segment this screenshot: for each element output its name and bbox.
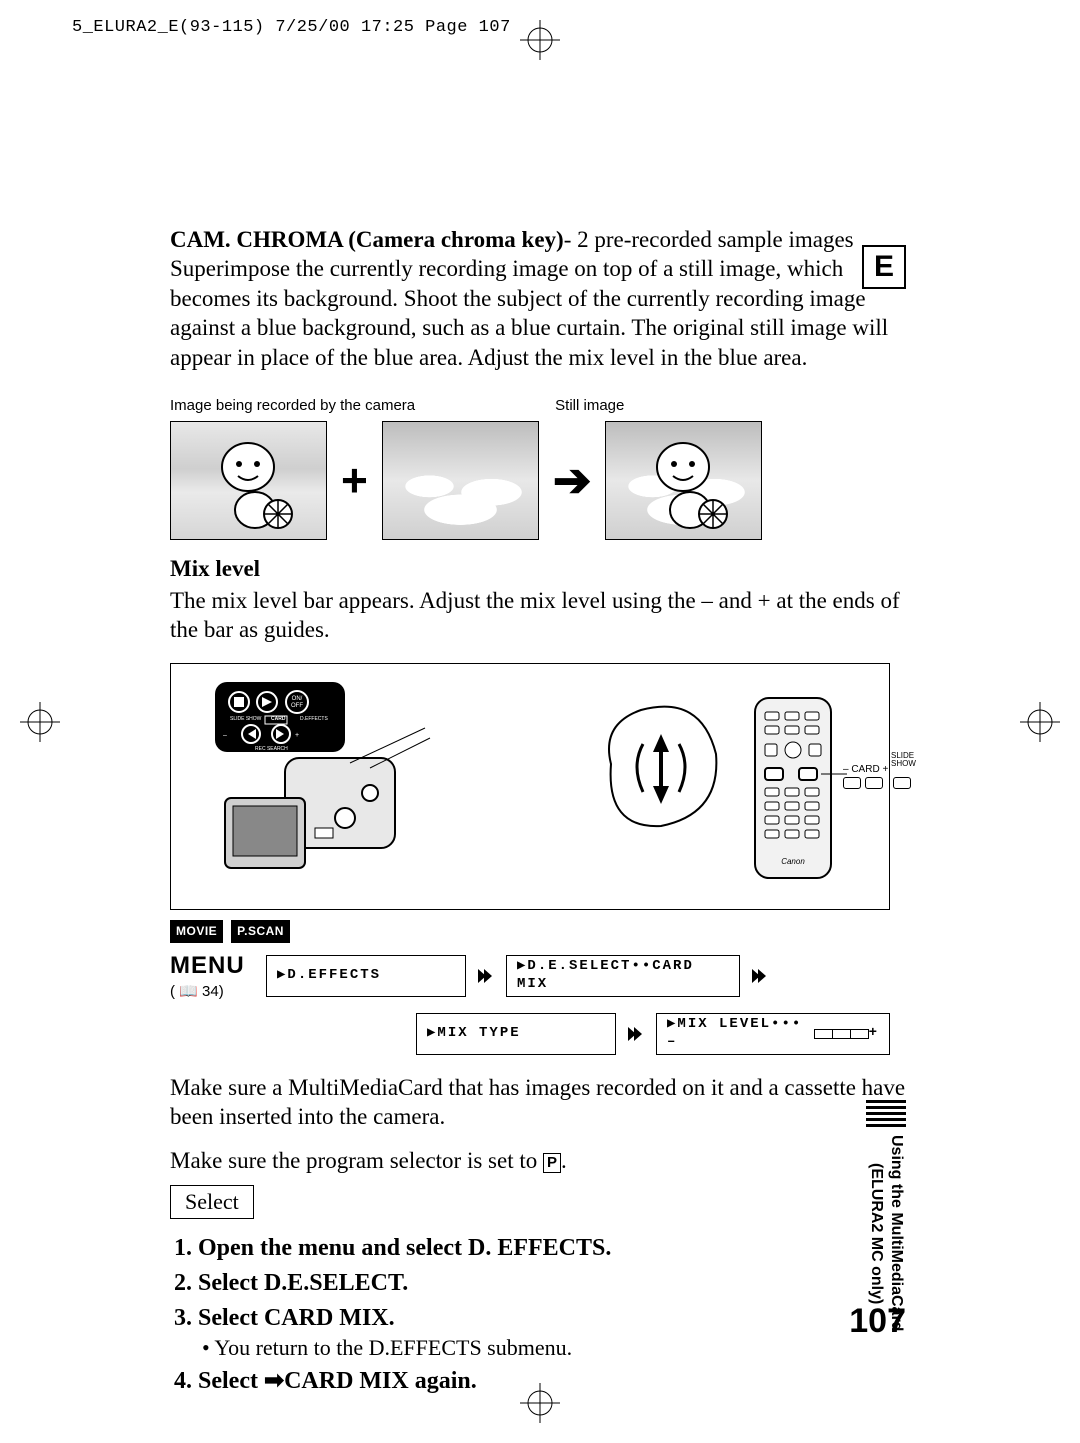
crop-mark-right bbox=[1020, 702, 1060, 742]
svg-text:+: + bbox=[295, 732, 299, 739]
page-ref: ( 📖 34) bbox=[170, 982, 256, 1001]
image-combination-row: + ➔ bbox=[170, 421, 916, 540]
menu-row-2: ▶MIX TYPE ▶MIX LEVEL••• – + bbox=[416, 1013, 916, 1055]
body-p1: Make sure a MultiMediaCard that has imag… bbox=[170, 1073, 916, 1132]
baby-icon bbox=[628, 432, 738, 532]
step-3-text: Select CARD MIX. bbox=[198, 1305, 395, 1331]
label-recorded: Image being recorded by the camera bbox=[170, 396, 415, 415]
body-p2-post: . bbox=[561, 1148, 567, 1173]
svg-text:OFF: OFF bbox=[291, 703, 303, 709]
camcorder-illustration: ON/ OFF SLIDE SHOW CARD D.EFFECTS – + RE… bbox=[195, 678, 455, 905]
side-tab-lines bbox=[866, 1100, 906, 1127]
mixlevel-heading: Mix level bbox=[170, 554, 916, 583]
intro-paragraph: CAM. CHROMA (Camera chroma key)- 2 pre-r… bbox=[170, 225, 916, 372]
double-arrow-icon bbox=[626, 1024, 646, 1044]
thumb-baby-1 bbox=[170, 421, 327, 540]
crop-mark-left bbox=[20, 702, 60, 742]
menu-box-mixlevel: ▶MIX LEVEL••• – + bbox=[656, 1013, 890, 1055]
baby-icon bbox=[193, 432, 303, 532]
joystick-callout bbox=[601, 704, 721, 841]
svg-text:ON/: ON/ bbox=[292, 696, 303, 702]
side-text-2: (ELURA2 MC only) bbox=[868, 1163, 885, 1304]
svg-text:–: – bbox=[223, 732, 227, 739]
steps-list: Open the menu and select D. EFFECTS. Sel… bbox=[170, 1233, 916, 1396]
remote-slideshow-label: SLIDE SHOW bbox=[891, 751, 916, 768]
program-selector-icon: P bbox=[543, 1153, 561, 1173]
thumb-clouds bbox=[382, 421, 539, 540]
step-2: Select D.E.SELECT. bbox=[198, 1268, 916, 1299]
menu-box-deselect: ▶D.E.SELECT••CARD MIX bbox=[506, 955, 740, 997]
intro-title: CAM. CHROMA (Camera chroma key) bbox=[170, 227, 564, 252]
page-content: CAM. CHROMA (Camera chroma key)- 2 pre-r… bbox=[170, 225, 916, 1400]
body-p2-pre: Make sure the program selector is set to bbox=[170, 1148, 543, 1173]
diagram-box: ON/ OFF SLIDE SHOW CARD D.EFFECTS – + RE… bbox=[170, 663, 890, 910]
select-box: Select bbox=[170, 1185, 254, 1219]
step-4-post: CARD MIX again. bbox=[284, 1368, 477, 1394]
page-number: 107 bbox=[849, 1302, 906, 1341]
mode-pscan-badge: P.SCAN bbox=[231, 920, 290, 943]
body-p2: Make sure the program selector is set to… bbox=[170, 1146, 916, 1175]
step-4-pre: Select bbox=[198, 1368, 264, 1394]
remote-card-label: – CARD + bbox=[843, 764, 888, 775]
menu-label: MENU bbox=[170, 951, 256, 982]
intro-subtitle: - 2 pre-recorded sample images bbox=[564, 227, 854, 252]
side-tab: Using the MultiMediaCard (ELURA2 MC only… bbox=[866, 1100, 906, 1331]
svg-text:REC SEARCH: REC SEARCH bbox=[255, 746, 288, 752]
intro-body: Superimpose the currently recording imag… bbox=[170, 256, 888, 369]
double-arrow-icon bbox=[750, 966, 770, 986]
menu-mixlevel-text: ▶MIX LEVEL••• – bbox=[667, 1016, 810, 1052]
levelbar-icon bbox=[814, 1029, 869, 1039]
step-1: Open the menu and select D. EFFECTS. bbox=[198, 1233, 916, 1264]
remote-illustration: Canon – CARD + SLIDE SHOW bbox=[751, 694, 881, 901]
svg-text:Canon: Canon bbox=[781, 857, 805, 866]
svg-text:SLIDE SHOW: SLIDE SHOW bbox=[230, 716, 262, 722]
menu-row-1: MENU ( 📖 34) ▶D.EFFECTS ▶D.E.SELECT••CAR… bbox=[170, 951, 916, 1001]
thumb-result bbox=[605, 421, 762, 540]
image-labels-row: Image being recorded by the camera Still… bbox=[170, 396, 916, 415]
menu-box-deffects: ▶D.EFFECTS bbox=[266, 955, 466, 997]
crop-mark-top bbox=[520, 20, 560, 60]
arrow-icon: ➔ bbox=[547, 451, 598, 510]
mixlevel-body: The mix level bar appears. Adjust the mi… bbox=[170, 586, 916, 645]
step-4: Select ➡CARD MIX again. bbox=[198, 1366, 916, 1397]
label-still: Still image bbox=[555, 396, 624, 415]
double-arrow-icon bbox=[476, 966, 496, 986]
print-header: 5_ELURA2_E(93-115) 7/25/00 17:25 Page 10… bbox=[72, 18, 511, 37]
menu-box-mixtype: ▶MIX TYPE bbox=[416, 1013, 616, 1055]
right-arrow-icon: ➡ bbox=[264, 1367, 284, 1394]
step-3-sub: You return to the D.EFFECTS submenu. bbox=[202, 1334, 916, 1362]
step-3: Select CARD MIX. You return to the D.EFF… bbox=[198, 1303, 916, 1362]
mode-row: MOVIE P.SCAN bbox=[170, 920, 916, 943]
svg-text:CARD: CARD bbox=[271, 716, 286, 722]
svg-text:D.EFFECTS: D.EFFECTS bbox=[300, 716, 328, 722]
mode-movie-badge: MOVIE bbox=[170, 920, 223, 943]
menu-mixlevel-plus: + bbox=[869, 1025, 879, 1043]
plus-icon: + bbox=[335, 451, 374, 510]
